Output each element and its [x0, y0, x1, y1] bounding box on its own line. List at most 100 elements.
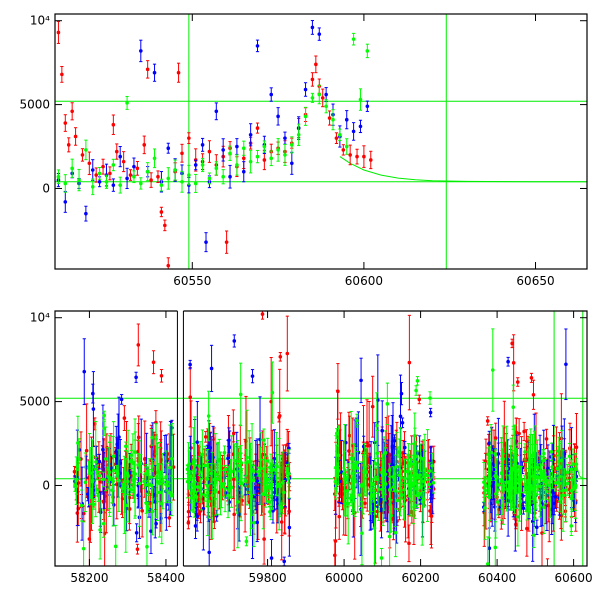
marker	[365, 104, 370, 109]
marker	[390, 444, 395, 449]
data-point	[235, 154, 239, 176]
plot-area	[55, 14, 587, 269]
marker	[98, 510, 103, 515]
data-point	[385, 382, 390, 426]
marker	[224, 240, 229, 244]
data-point	[63, 114, 68, 132]
data-point	[238, 362, 243, 427]
data-point	[228, 145, 232, 161]
marker	[338, 132, 342, 137]
marker	[139, 49, 143, 53]
data-point	[283, 143, 287, 166]
data-point	[152, 63, 157, 82]
marker	[132, 174, 136, 179]
data-point	[106, 469, 110, 483]
data-point	[222, 445, 227, 460]
marker	[269, 156, 274, 161]
marker	[287, 525, 292, 530]
marker	[251, 478, 256, 482]
marker	[258, 457, 263, 462]
data-point	[103, 426, 108, 492]
marker	[400, 420, 405, 425]
marker	[256, 469, 260, 474]
marker	[279, 520, 284, 524]
marker	[344, 117, 349, 122]
data-point	[159, 206, 164, 218]
data-point	[355, 413, 359, 428]
marker	[226, 493, 230, 498]
marker	[403, 445, 407, 450]
marker	[125, 176, 129, 181]
marker	[428, 396, 432, 400]
data-point	[144, 492, 149, 514]
data-point	[137, 440, 142, 527]
data-point	[324, 99, 328, 114]
data-point	[270, 361, 275, 424]
marker	[355, 418, 359, 423]
marker	[63, 181, 68, 186]
data-point	[368, 150, 373, 170]
x-tick-label: 60550	[173, 274, 211, 288]
data-point	[79, 489, 84, 522]
marker	[145, 169, 150, 174]
data-point	[81, 521, 86, 566]
data-point	[139, 39, 143, 63]
data-point	[351, 122, 356, 141]
marker	[116, 453, 120, 458]
marker	[270, 390, 275, 395]
data-point	[150, 487, 155, 536]
data-point	[255, 122, 260, 134]
marker	[143, 483, 148, 487]
marker	[186, 509, 191, 514]
data-point	[407, 524, 411, 563]
marker	[248, 132, 253, 137]
data-point	[82, 338, 87, 406]
data-point	[167, 508, 172, 528]
marker	[376, 487, 381, 491]
data-point	[173, 159, 177, 181]
marker	[195, 440, 200, 444]
marker	[344, 144, 349, 149]
data-point	[91, 455, 95, 506]
data-point	[285, 315, 290, 392]
marker	[303, 87, 308, 92]
data-point	[338, 128, 342, 142]
marker	[380, 428, 385, 433]
marker	[87, 161, 92, 166]
data-point	[360, 501, 364, 566]
marker	[84, 148, 88, 152]
marker	[203, 463, 208, 468]
marker	[221, 481, 226, 486]
marker	[241, 156, 246, 161]
marker	[145, 469, 150, 474]
marker	[231, 431, 236, 436]
data-point	[317, 84, 322, 105]
data-point	[310, 20, 315, 35]
data-point	[196, 482, 200, 492]
data-point	[101, 158, 105, 175]
data-point	[56, 20, 61, 44]
data-point	[391, 481, 396, 492]
data-point	[221, 138, 225, 162]
data-point	[149, 508, 153, 554]
data-point	[203, 431, 208, 443]
data-point	[228, 459, 233, 480]
data-point	[260, 311, 265, 320]
data-point	[104, 174, 109, 189]
data-point	[145, 162, 150, 182]
data-point	[200, 137, 205, 152]
marker	[218, 481, 223, 486]
data-point	[221, 470, 226, 498]
marker	[150, 509, 155, 514]
marker	[185, 467, 190, 472]
marker	[70, 166, 74, 171]
data-point	[403, 471, 407, 486]
marker	[283, 136, 287, 140]
marker	[163, 223, 167, 228]
marker	[314, 62, 318, 67]
data-point	[118, 176, 123, 194]
data-point	[168, 424, 172, 511]
marker	[166, 176, 171, 181]
data-point	[119, 394, 124, 405]
marker	[358, 97, 363, 102]
